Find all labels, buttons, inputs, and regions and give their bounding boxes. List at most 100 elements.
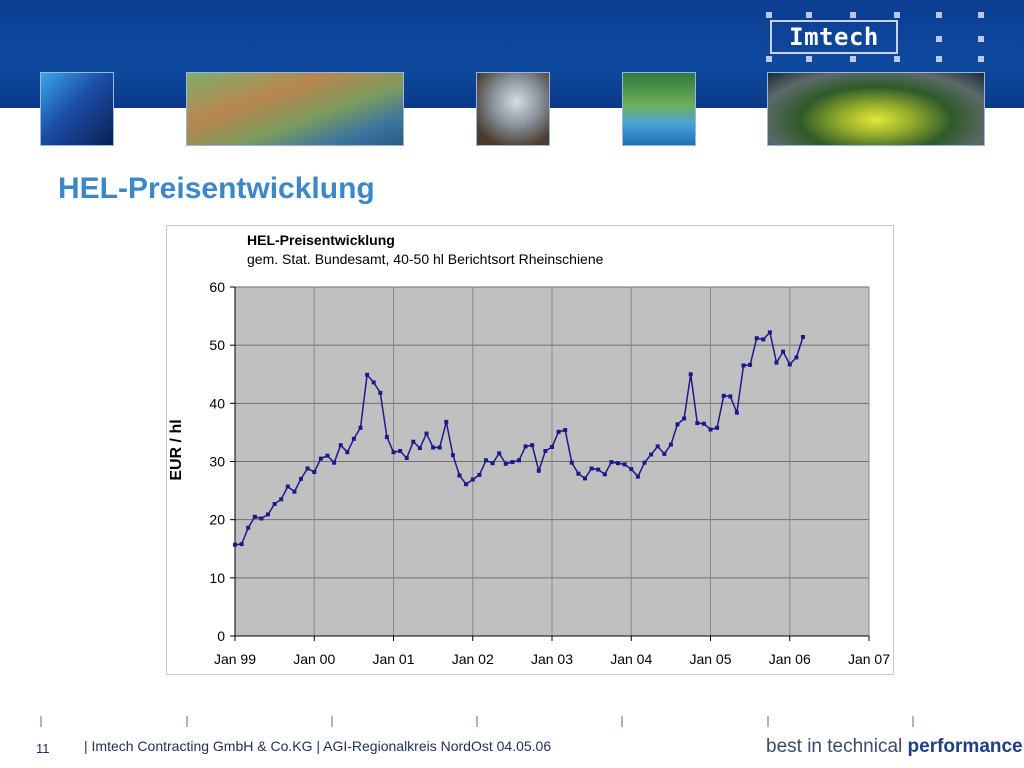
data-point	[338, 443, 343, 448]
logo-dot	[978, 36, 984, 42]
tagline: best in technical performance	[766, 736, 1023, 758]
slide-title: HEL-Preisentwicklung	[58, 172, 375, 205]
y-tick-label: 20	[209, 512, 225, 528]
data-point	[411, 439, 416, 444]
data-point	[695, 421, 700, 426]
logo-dot	[806, 12, 812, 18]
data-point	[431, 445, 436, 450]
logo-dot	[806, 56, 812, 62]
data-point	[477, 472, 482, 477]
data-point	[510, 460, 515, 465]
data-point	[285, 484, 290, 489]
data-point	[754, 336, 759, 341]
data-point	[767, 330, 772, 335]
footer-tick	[621, 716, 623, 727]
data-point	[701, 421, 706, 426]
data-point	[569, 460, 574, 465]
chart-title: HEL-Preisentwicklung	[247, 232, 395, 248]
resort-pool-photo	[622, 72, 696, 146]
x-tick-label: Jan 03	[531, 651, 573, 667]
data-point	[384, 435, 389, 440]
x-tick-label: Jan 02	[452, 651, 494, 667]
data-point	[517, 458, 521, 463]
data-point	[503, 461, 508, 466]
data-point	[464, 482, 469, 487]
data-point	[734, 410, 739, 415]
data-point	[616, 461, 620, 466]
data-point	[708, 427, 713, 432]
data-point	[266, 512, 270, 517]
data-point	[398, 449, 403, 453]
data-point	[728, 394, 733, 399]
y-tick-label: 10	[209, 570, 225, 586]
footer-tick	[186, 716, 188, 727]
data-point	[655, 444, 660, 449]
data-point	[668, 442, 673, 447]
data-point	[550, 445, 554, 449]
data-point	[318, 456, 323, 461]
footer-tick-row	[0, 716, 1024, 728]
footer-tick	[476, 716, 478, 727]
page-number: 11	[36, 741, 50, 756]
data-point	[794, 355, 799, 360]
y-tick-label: 50	[209, 337, 225, 353]
data-point	[774, 360, 779, 365]
data-point	[325, 453, 330, 458]
data-point	[530, 443, 535, 448]
data-point	[536, 468, 541, 473]
data-point	[417, 446, 422, 451]
data-point	[688, 372, 693, 377]
x-tick-label: Jan 07	[848, 651, 890, 667]
data-point	[748, 362, 753, 367]
data-point	[602, 472, 607, 477]
y-tick-label: 40	[209, 395, 225, 411]
data-point	[424, 431, 429, 436]
data-point	[450, 453, 455, 458]
chart-frame: HEL-Preisentwicklung gem. Stat. Bundesam…	[166, 225, 894, 675]
arena-roof-photo	[476, 72, 550, 146]
data-point	[358, 425, 363, 430]
data-point	[490, 461, 495, 466]
data-point	[523, 444, 528, 449]
data-point	[556, 429, 561, 434]
x-tick-label: Jan 99	[214, 651, 256, 667]
data-point	[497, 451, 502, 456]
footer-tick	[767, 716, 769, 727]
city-aerial-photo	[186, 72, 404, 146]
data-point	[391, 450, 396, 455]
y-tick-label: 0	[217, 628, 225, 644]
data-point	[233, 542, 237, 547]
x-tick-label: Jan 04	[610, 651, 652, 667]
data-point	[675, 422, 680, 427]
data-point	[761, 337, 766, 342]
footer-tick	[912, 716, 914, 727]
stadium-photo	[767, 72, 985, 146]
footer-tick	[40, 716, 42, 727]
y-tick-label: 60	[209, 279, 225, 295]
building-photo	[40, 72, 114, 146]
data-point	[292, 489, 297, 494]
data-point	[457, 473, 462, 478]
data-point	[299, 476, 303, 481]
x-tick-label: Jan 06	[769, 651, 811, 667]
logo-dot	[978, 56, 984, 62]
y-tick-label: 30	[209, 454, 225, 470]
data-point	[312, 470, 317, 474]
data-point	[715, 425, 720, 430]
data-point	[272, 502, 277, 506]
data-point	[682, 416, 687, 421]
data-point	[543, 449, 548, 453]
data-point	[378, 390, 383, 395]
data-point	[279, 497, 284, 502]
data-point	[583, 476, 587, 481]
data-point	[741, 363, 746, 368]
footer-text: | Imtech Contracting GmbH & Co.KG | AGI-…	[84, 738, 552, 754]
logo-dot	[894, 12, 900, 18]
line-chart: 0 10 20 30 40 50 60 Jan 99 Jan 00 Jan 01 Jan 02 Jan…	[209, 279, 890, 667]
data-point	[404, 456, 409, 460]
logo-dot-grid	[760, 12, 990, 68]
logo-dot	[894, 56, 900, 62]
data-point	[252, 514, 257, 519]
data-point	[642, 460, 647, 465]
logo-dot	[936, 12, 942, 18]
